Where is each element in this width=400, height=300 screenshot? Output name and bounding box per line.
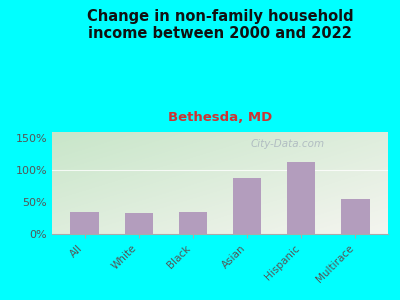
Bar bbox=[70, 212, 99, 234]
Bar bbox=[233, 178, 261, 234]
Text: Change in non-family household
income between 2000 and 2022: Change in non-family household income be… bbox=[87, 9, 353, 41]
Bar bbox=[287, 162, 315, 234]
Bar bbox=[341, 199, 370, 234]
Text: City-Data.com: City-Data.com bbox=[250, 139, 324, 149]
Bar bbox=[179, 212, 207, 234]
Bar bbox=[125, 213, 153, 234]
Text: Bethesda, MD: Bethesda, MD bbox=[168, 111, 272, 124]
